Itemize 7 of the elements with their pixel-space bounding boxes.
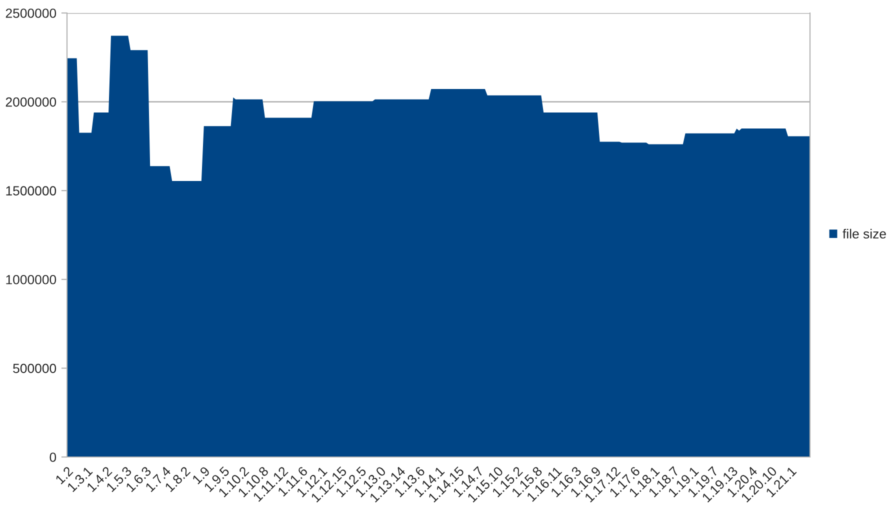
y-tick-label: 2500000 (6, 8, 56, 18)
y-tick-label: 2000000 (6, 97, 56, 107)
y-tick-label: 1000000 (6, 274, 56, 284)
y-tick-label: 500000 (13, 364, 56, 374)
y-tick-label: 1500000 (6, 186, 56, 196)
y-tick-label: 0 (50, 452, 56, 462)
legend-label: file size (842, 228, 886, 239)
